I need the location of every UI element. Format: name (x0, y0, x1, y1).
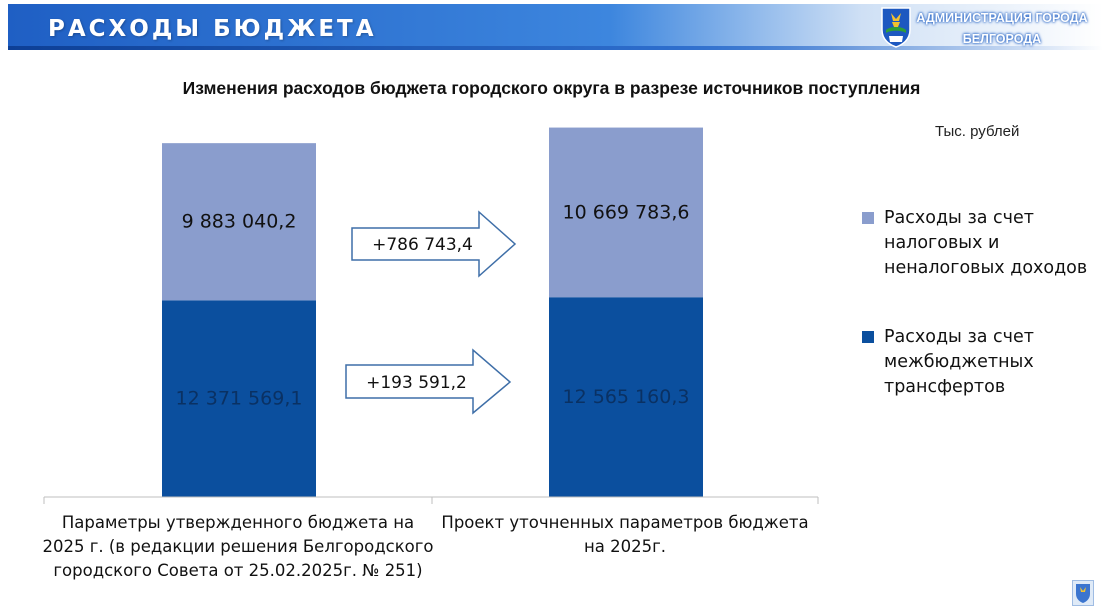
legend-swatch-transfers (862, 331, 874, 343)
change-arrow-2 (345, 348, 512, 415)
unit-label: Тыс. рублей (935, 123, 1020, 140)
legend-label-tax-revenue: Расходы за счет налоговых и неналоговых … (884, 208, 1088, 278)
header-band: РАСХОДЫ БЮДЖЕТА (8, 4, 1103, 50)
chart-title: Изменения расходов бюджета городского ок… (182, 78, 921, 98)
category-label-revised-budget: Проект уточненных параметров бюджета на … (441, 513, 809, 556)
bar-transfers-2 (549, 297, 703, 497)
coat-of-arms-icon (881, 7, 911, 48)
bar-transfers-1 (162, 300, 316, 497)
organization-name-line1: АДМИНИСТРАЦИЯ ГОРОДА (916, 11, 1088, 25)
change-label-2: +193 591,2 (366, 373, 467, 393)
legend-label-transfers: Расходы за счет межбюджетных трансфертов (884, 327, 1034, 397)
data-label-transfers-2: 12 565 160,3 (563, 386, 690, 408)
category-label-approved-budget: Параметры утвержденного бюджета на 2025 … (42, 513, 434, 580)
legend-swatch-tax-revenue (862, 212, 874, 224)
organization-name-line2: БЕЛГОРОДА (962, 32, 1042, 46)
bar-tax-revenue-2 (549, 127, 703, 298)
corner-logo-icon (1072, 580, 1094, 606)
data-label-transfers-1: 12 371 569,1 (176, 388, 303, 410)
chart-legend: Расходы за счет налоговых и неналоговых … (862, 206, 1092, 444)
legend-item-transfers: Расходы за счет межбюджетных трансфертов (862, 325, 1092, 400)
data-label-tax-revenue-2: 10 669 783,6 (563, 201, 690, 223)
organization-name: АДМИНИСТРАЦИЯ ГОРОДА БЕЛГОРОДА (912, 8, 1092, 50)
page-title: РАСХОДЫ БЮДЖЕТА (48, 16, 377, 42)
bar-tax-revenue-1 (162, 143, 316, 301)
change-label-1: +786 743,4 (372, 235, 473, 255)
data-label-tax-revenue-1: 9 883 040,2 (182, 211, 297, 233)
legend-item-tax-revenue: Расходы за счет налоговых и неналоговых … (862, 206, 1092, 281)
change-arrow-1 (351, 210, 517, 278)
